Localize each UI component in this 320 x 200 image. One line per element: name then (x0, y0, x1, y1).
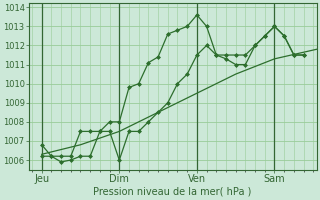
X-axis label: Pression niveau de la mer( hPa ): Pression niveau de la mer( hPa ) (93, 187, 252, 197)
